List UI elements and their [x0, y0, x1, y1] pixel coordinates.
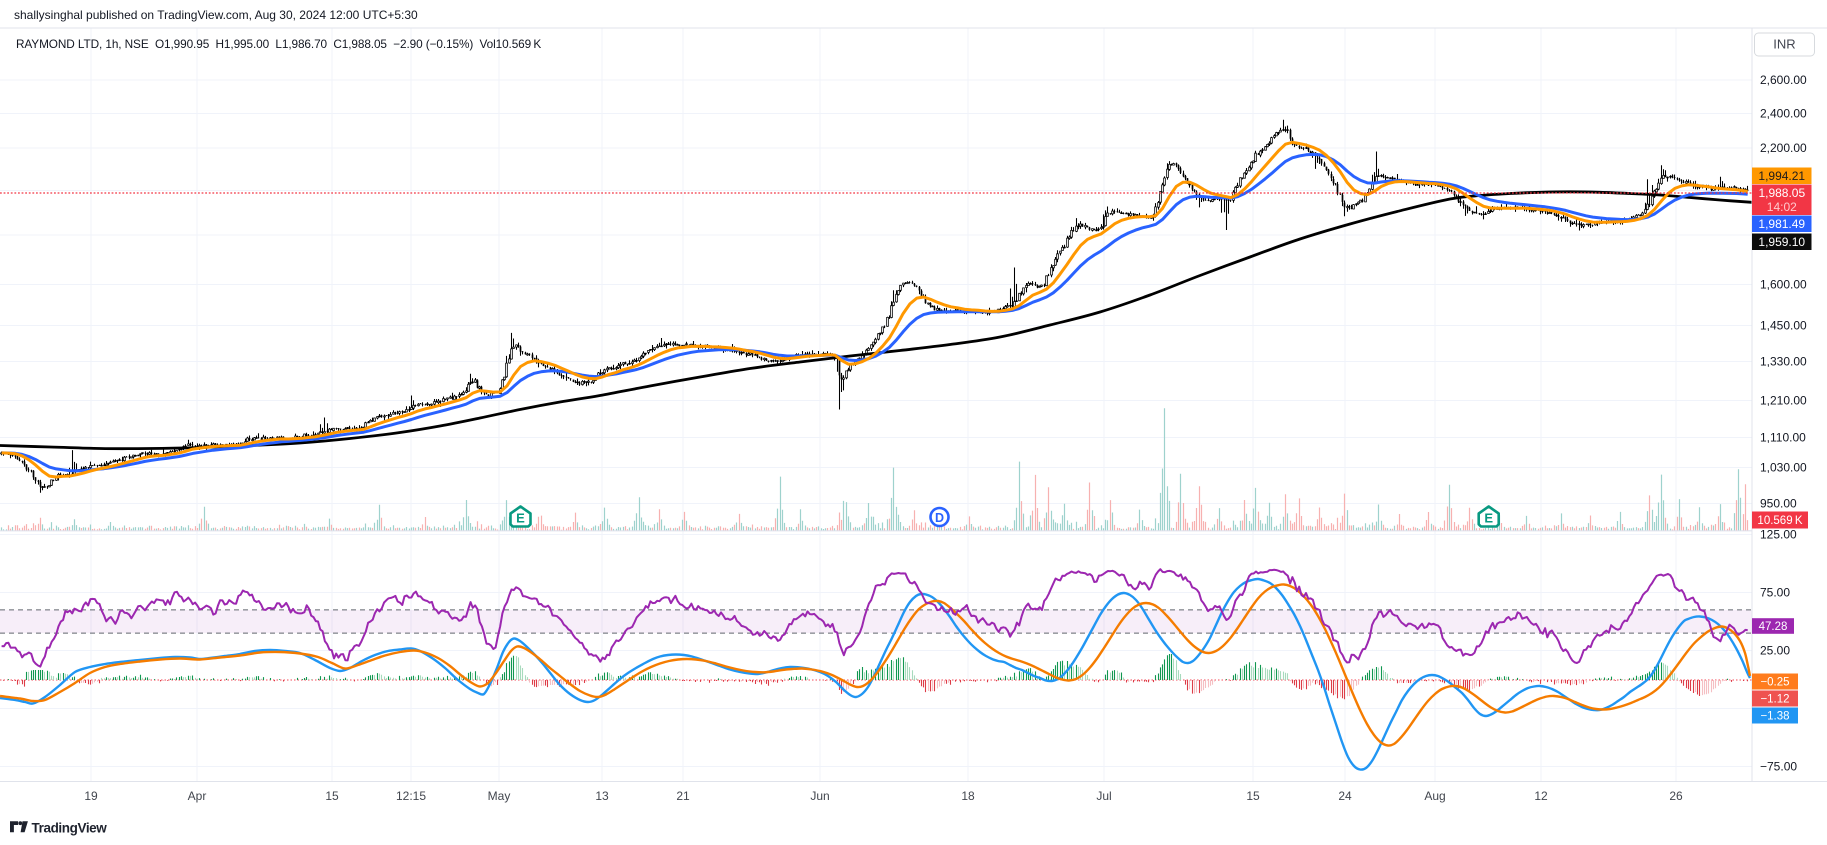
svg-text:14:02: 14:02 — [1767, 200, 1797, 214]
svg-text:−1.12: −1.12 — [1760, 694, 1789, 706]
svg-text:1,600.00: 1,600.00 — [1760, 278, 1807, 292]
svg-text:1,994.21: 1,994.21 — [1758, 169, 1805, 183]
svg-text:1,450.00: 1,450.00 — [1760, 319, 1807, 333]
svg-text:47.28: 47.28 — [1759, 621, 1788, 633]
svg-text:1,959.10: 1,959.10 — [1758, 235, 1805, 249]
svg-text:24: 24 — [1338, 789, 1352, 803]
svg-text:25.00: 25.00 — [1760, 644, 1790, 658]
svg-text:21: 21 — [676, 789, 690, 803]
svg-text:13: 13 — [595, 789, 609, 803]
svg-text:75.00: 75.00 — [1760, 586, 1790, 600]
svg-text:1,030.00: 1,030.00 — [1760, 461, 1807, 475]
svg-text:RAYMOND LTD, 1h, NSE O1,990.9: RAYMOND LTD, 1h, NSE O1,990.95 H1,995.00… — [16, 37, 541, 51]
svg-text:1,981.49: 1,981.49 — [1758, 217, 1805, 231]
svg-text:125.00: 125.00 — [1760, 528, 1797, 542]
svg-text:−1.38: −1.38 — [1760, 711, 1789, 723]
svg-text:1,330.00: 1,330.00 — [1760, 355, 1807, 369]
svg-text:12:15: 12:15 — [396, 789, 426, 803]
svg-text:May: May — [488, 789, 511, 803]
svg-text:950.00: 950.00 — [1760, 497, 1797, 511]
svg-text:Jun: Jun — [810, 789, 829, 803]
svg-text:18: 18 — [961, 789, 975, 803]
svg-text:−0.25: −0.25 — [1760, 677, 1789, 689]
svg-text:15: 15 — [1246, 789, 1260, 803]
svg-text:Apr: Apr — [188, 789, 207, 803]
svg-text:15: 15 — [325, 789, 339, 803]
svg-text:2,600.00: 2,600.00 — [1760, 73, 1807, 87]
svg-text:10.569 K: 10.569 K — [1757, 515, 1802, 527]
svg-text:1,210.00: 1,210.00 — [1760, 394, 1807, 408]
svg-text:Jul: Jul — [1096, 789, 1111, 803]
svg-text:12: 12 — [1534, 789, 1548, 803]
svg-text:−75.00: −75.00 — [1760, 760, 1797, 774]
svg-text:E: E — [516, 511, 525, 526]
svg-text:INR: INR — [1773, 37, 1795, 52]
svg-text:26: 26 — [1669, 789, 1683, 803]
svg-text:1,110.00: 1,110.00 — [1760, 431, 1806, 445]
svg-text:TradingView: TradingView — [32, 821, 108, 836]
svg-text:2,400.00: 2,400.00 — [1760, 107, 1807, 121]
svg-text:1,988.05: 1,988.05 — [1758, 186, 1805, 200]
svg-text:Aug: Aug — [1424, 789, 1445, 803]
svg-text:D: D — [935, 511, 944, 525]
svg-text:shallysinghal published on Tra: shallysinghal published on TradingView.c… — [14, 8, 418, 22]
svg-text:19: 19 — [84, 789, 98, 803]
svg-text:E: E — [1484, 511, 1493, 526]
svg-text:2,200.00: 2,200.00 — [1760, 141, 1807, 155]
